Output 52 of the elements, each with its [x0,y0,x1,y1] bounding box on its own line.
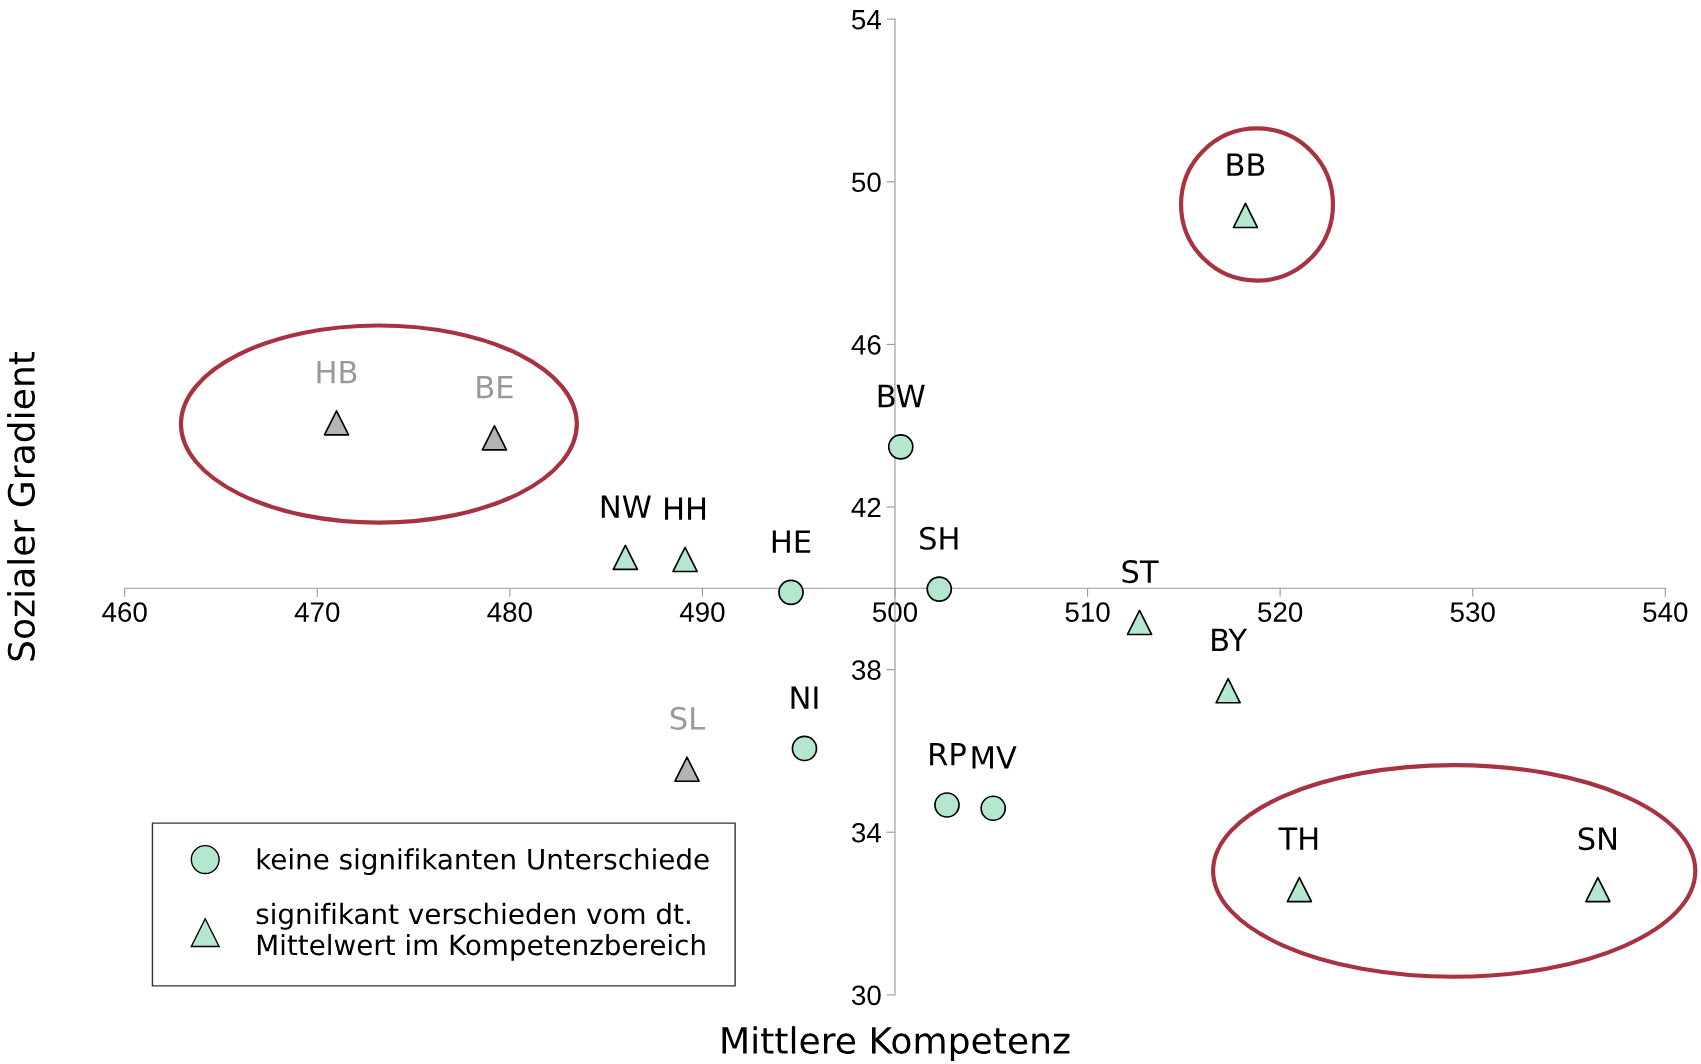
y-tick-label: 42 [851,497,881,518]
annotation: BE [477,375,513,399]
y-tick-label: 30 [851,985,881,1006]
point [672,546,698,573]
annotation: SN [1578,827,1616,851]
y-tick-label: 54 [852,10,881,30]
y-axis-title: Sozialer Gradient [7,351,36,661]
annotation: SH [920,526,958,550]
y-tick-label: 46 [851,335,881,355]
annotation: BY [1212,628,1248,652]
x-tick-label: 510 [1065,602,1110,622]
point [1286,876,1313,903]
x-tick-label: 480 [487,602,532,622]
point [674,756,700,783]
legend-label: signifikant verschieden vom dt. Mittelwert im Kompetenzbereich [256,902,705,961]
annotation: MV [972,746,1017,769]
annotation: NI [791,686,818,709]
x-tick-label: 460 [102,602,147,622]
annotation: RP [930,743,966,766]
point [1126,609,1153,636]
annotation: NW [601,495,651,518]
point [980,795,1007,822]
annotation: SL [670,706,706,730]
annotation: HE [772,530,811,553]
y-tick-label: 50 [852,172,881,193]
point [1232,202,1259,229]
point [887,433,914,460]
y-tick-label: 34 [851,822,881,843]
legend-label: keine signifikanten Unterschiede [257,848,709,876]
annotation: HH [665,497,706,520]
point [1215,677,1241,704]
annotation: TH [1278,827,1318,850]
x-tick-label: 490 [679,602,725,622]
x-tick-label: 520 [1258,602,1303,622]
annotation: ST [1122,560,1159,584]
point [323,409,350,436]
point [778,579,804,606]
x-axis-title: Mittlere Kompetenz [722,1026,1070,1062]
x-tick-label: 540 [1643,602,1688,622]
point [481,425,508,451]
annotation: HB [317,360,357,384]
point [791,735,818,762]
annotation: BW [878,384,925,408]
point [934,792,960,818]
point [926,576,953,602]
point [612,544,639,571]
y-tick-label: 38 [851,660,881,680]
x-tick-label: 500 [872,602,918,622]
x-tick-label: 530 [1450,602,1495,622]
x-tick-label: 470 [294,602,340,622]
annotation: BB [1227,153,1265,176]
point [1585,876,1611,903]
